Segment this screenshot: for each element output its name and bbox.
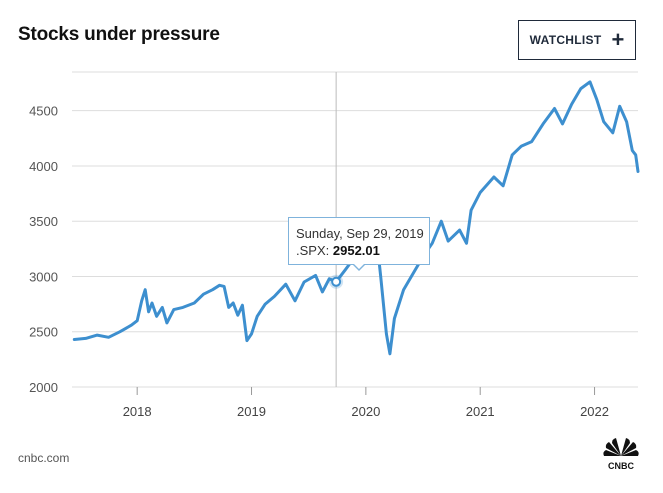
tooltip-line: .SPX: 2952.01	[296, 242, 429, 259]
source-label: cnbc.com	[18, 451, 70, 465]
watchlist-label: WATCHLIST	[529, 33, 602, 47]
series-line-spx	[72, 80, 640, 356]
x-tick-label: 2022	[580, 404, 609, 419]
x-tick-label: 2018	[123, 404, 152, 419]
y-tick-label: 2500	[29, 325, 58, 340]
tooltip-value: 2952.01	[332, 243, 380, 258]
y-tick-label: 4500	[29, 104, 58, 119]
cnbc-peacock-logo: CNBC	[603, 438, 639, 470]
x-tick-label: 2019	[237, 404, 266, 419]
tooltip-date: Sunday, Sep 29, 2019	[296, 226, 424, 241]
tooltip: Sunday, Sep 29, 2019 .SPX: 2952.01	[288, 217, 430, 265]
y-tick-label: 3500	[29, 214, 58, 229]
y-tick-label: 2000	[29, 380, 58, 395]
x-tick-label: 2021	[466, 404, 495, 419]
x-tick-label: 2020	[351, 404, 380, 419]
highlight-point	[331, 276, 342, 287]
tooltip-ticker: .SPX:	[296, 243, 330, 258]
watchlist-button[interactable]: WATCHLIST +	[518, 20, 636, 60]
chart-title: Stocks under pressure	[18, 24, 220, 45]
logo-text: CNBC	[608, 461, 634, 470]
y-tick-label: 4000	[29, 159, 58, 174]
y-tick-label: 3000	[29, 269, 58, 284]
plus-icon: +	[611, 27, 625, 52]
tooltip-pointer	[352, 263, 366, 271]
